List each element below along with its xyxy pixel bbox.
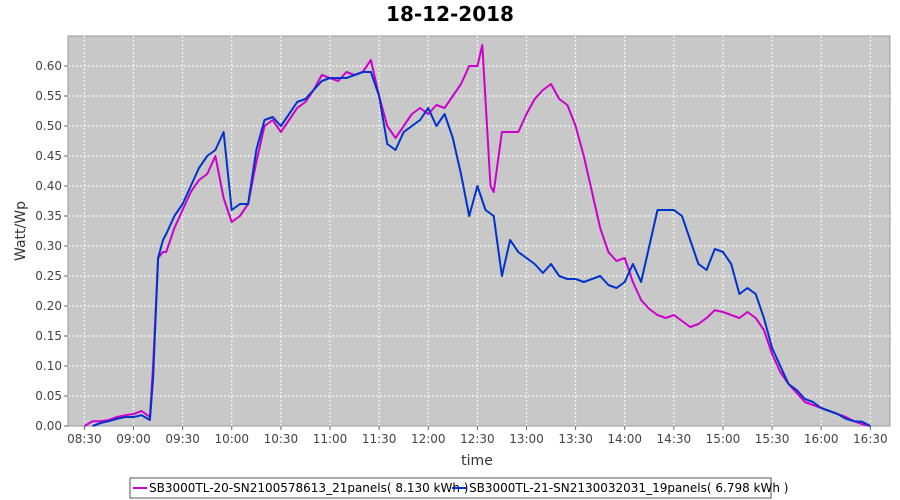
legend: SB3000TL-20-SN2100578613_21panels( 8.130… xyxy=(129,477,788,499)
legend-label-series-2: SB3000TL-21-SN2130032031_19panels( 6.798… xyxy=(469,481,788,495)
series-lines xyxy=(83,44,871,427)
grid xyxy=(68,36,890,426)
y-tick-label: 0.05 xyxy=(35,389,62,403)
x-tick-label: 14:00 xyxy=(607,432,642,446)
x-axis-label: time xyxy=(461,453,493,469)
y-tick-label: 0.20 xyxy=(35,299,62,313)
x-tick-label: 14:30 xyxy=(657,432,692,446)
x-tick-label: 11:00 xyxy=(313,432,348,446)
x-tick-label: 15:30 xyxy=(755,432,790,446)
x-tick-label: 10:00 xyxy=(214,432,249,446)
x-tick-label: 15:00 xyxy=(706,432,741,446)
legend-box xyxy=(129,477,772,499)
x-tick-label: 08:30 xyxy=(67,432,102,446)
y-axis-label: Watt/Wp xyxy=(13,201,29,261)
chart-title: 18-12-2018 xyxy=(386,2,514,26)
x-tick-label: 13:30 xyxy=(558,432,593,446)
x-tick-label: 16:00 xyxy=(804,432,839,446)
series-line-2 xyxy=(92,71,871,427)
x-tick-label: 12:00 xyxy=(411,432,446,446)
y-tick-label: 0.35 xyxy=(35,209,62,223)
x-tick-label: 11:30 xyxy=(362,432,397,446)
y-tick-label: 0.25 xyxy=(35,269,62,283)
x-axis-ticks: 08:30 09:00 09:30 10:00 10:30 11:00 11:30 12:00… xyxy=(67,426,888,446)
x-tick-label: 12:30 xyxy=(460,432,495,446)
y-tick-label: 0.45 xyxy=(35,149,62,163)
y-tick-label: 0.10 xyxy=(35,359,62,373)
y-tick-label: 0.40 xyxy=(35,179,62,193)
y-tick-label: 0.30 xyxy=(35,239,62,253)
x-tick-label: 13:00 xyxy=(509,432,544,446)
y-tick-label: 0.60 xyxy=(35,59,62,73)
y-tick-label: 0.50 xyxy=(35,119,62,133)
legend-label-series-1: SB3000TL-20-SN2100578613_21panels( 8.130… xyxy=(149,481,468,495)
y-tick-label: 0.00 xyxy=(35,419,62,433)
series-line-1 xyxy=(83,44,871,427)
x-tick-label: 10:30 xyxy=(264,432,299,446)
x-tick-label: 09:00 xyxy=(116,432,151,446)
x-tick-label: 09:30 xyxy=(165,432,200,446)
y-tick-label: 0.15 xyxy=(35,329,62,343)
plot-area xyxy=(67,35,891,427)
y-tick-label: 0.55 xyxy=(35,89,62,103)
y-axis-ticks: 0.00 0.05 0.10 0.15 0.20 0.25 0.30 0.35 0.40 0.45… xyxy=(35,59,68,433)
x-tick-label: 16:30 xyxy=(853,432,888,446)
